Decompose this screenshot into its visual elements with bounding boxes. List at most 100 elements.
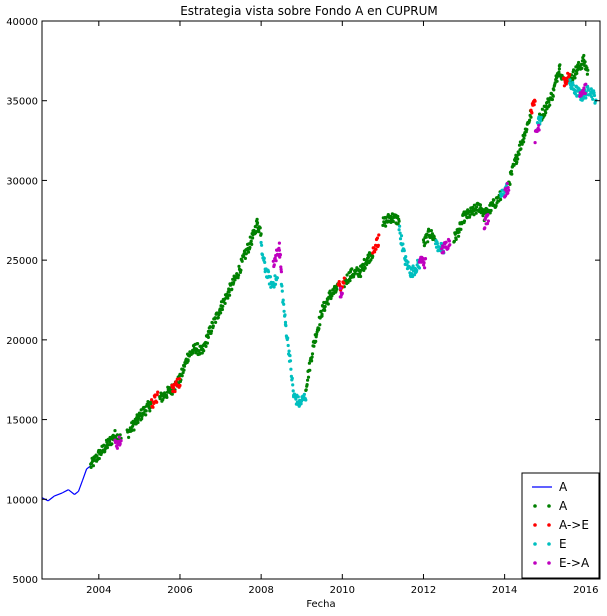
data-point [268, 275, 272, 279]
data-point [156, 390, 160, 394]
data-point [594, 98, 598, 102]
data-point [282, 302, 286, 306]
data-point [196, 342, 200, 346]
data-point [226, 296, 230, 300]
line-segment [62, 489, 69, 494]
data-point [492, 198, 496, 202]
data-point [499, 197, 503, 202]
data-point [108, 439, 112, 444]
data-point [424, 235, 428, 239]
data-point [411, 264, 415, 268]
data-point [590, 95, 594, 99]
data-point [281, 298, 285, 302]
data-point [422, 244, 426, 248]
data-point [533, 99, 537, 103]
data-point [239, 268, 243, 272]
data-point [374, 247, 378, 251]
data-point [586, 88, 591, 92]
data-point [530, 111, 534, 115]
data-point [407, 265, 411, 269]
data-point [375, 236, 379, 240]
data-point [454, 237, 458, 241]
data-point [373, 250, 377, 254]
data-point [228, 293, 232, 297]
data-point [259, 240, 263, 245]
data-point [519, 147, 523, 151]
legend-item: E->A [533, 556, 590, 570]
data-point [550, 97, 555, 102]
data-point [485, 222, 490, 226]
data-point [155, 393, 159, 397]
data-point [280, 289, 284, 293]
data-point [97, 456, 101, 461]
x-tick-label: 2004 [86, 585, 111, 596]
legend-swatch [547, 504, 551, 508]
data-point [296, 395, 300, 399]
data-point [396, 214, 400, 219]
data-point [308, 368, 312, 372]
data-point [350, 267, 354, 271]
data-point [323, 304, 327, 309]
data-point [113, 429, 117, 433]
data-point [314, 339, 318, 343]
legend-label: E [559, 537, 567, 551]
data-point [486, 213, 490, 217]
data-point [152, 401, 156, 405]
data-point [279, 270, 283, 274]
data-point [275, 276, 279, 280]
data-point [246, 250, 251, 254]
data-point [286, 343, 290, 348]
data-point [172, 386, 176, 390]
data-point [240, 259, 244, 263]
data-point [237, 273, 241, 277]
data-point [132, 428, 136, 432]
data-point [219, 311, 223, 315]
data-point [254, 230, 258, 234]
y-tick-label: 35000 [6, 97, 38, 108]
data-point [283, 320, 288, 324]
data-point [494, 204, 498, 208]
data-point [136, 420, 140, 425]
series-4 [113, 82, 588, 450]
data-point [302, 392, 306, 396]
legend-swatch [547, 561, 551, 565]
data-point [365, 262, 369, 267]
data-point [505, 181, 509, 185]
data-point [581, 97, 585, 101]
data-point [520, 142, 524, 146]
legend-label: E->A [559, 556, 590, 570]
data-point [586, 68, 590, 72]
legend-swatch [533, 523, 537, 527]
data-point [95, 454, 99, 458]
data-point [592, 91, 596, 95]
data-point [459, 227, 463, 231]
y-tick-label: 10000 [6, 495, 38, 506]
line-segment [68, 489, 75, 495]
data-point [423, 257, 428, 261]
data-point [118, 442, 122, 446]
legend-label: A->E [559, 518, 589, 532]
data-point [345, 273, 349, 277]
data-point [328, 289, 332, 293]
data-point [263, 260, 267, 264]
data-point [515, 160, 519, 164]
data-point [539, 115, 543, 119]
data-point [422, 261, 426, 265]
data-point [294, 397, 298, 401]
data-point [289, 367, 293, 371]
data-point [342, 281, 346, 285]
data-point [221, 304, 225, 308]
data-point [584, 96, 588, 100]
data-point [539, 119, 543, 123]
legend-swatch [533, 561, 537, 565]
legend-item: A [532, 480, 568, 494]
data-point [592, 93, 597, 98]
series-1 [89, 53, 590, 469]
data-point [315, 332, 319, 337]
data-point [318, 323, 322, 327]
data-point [223, 301, 227, 305]
data-point [191, 351, 195, 355]
data-point [571, 83, 575, 87]
data-point [335, 287, 339, 291]
data-point [557, 67, 562, 71]
